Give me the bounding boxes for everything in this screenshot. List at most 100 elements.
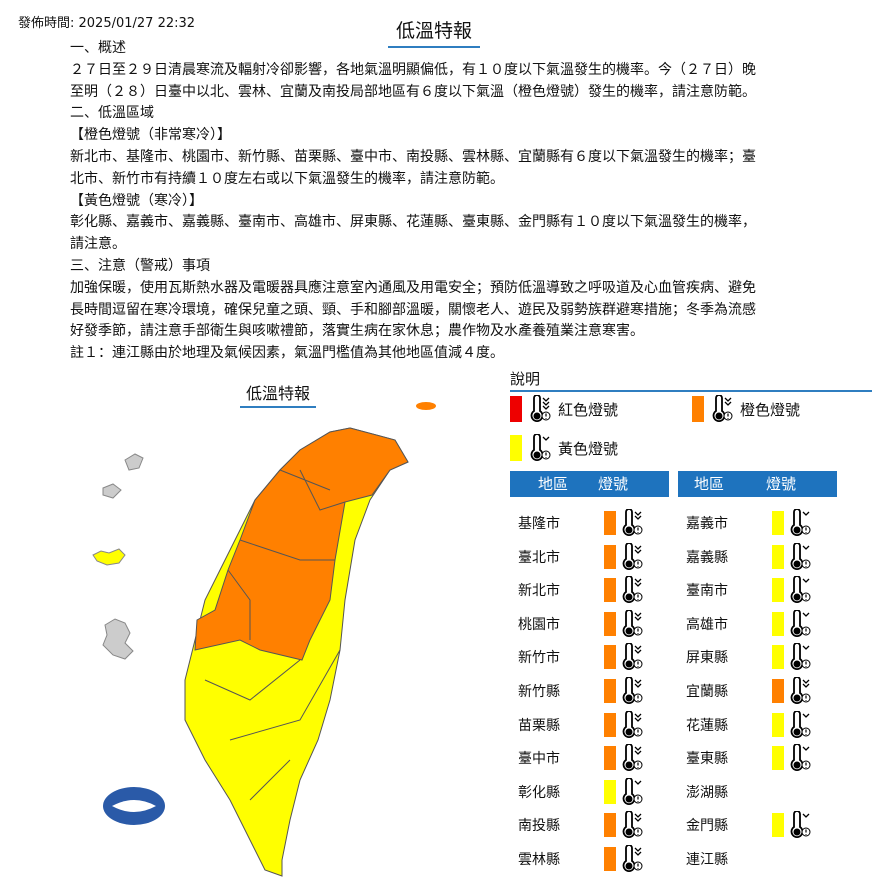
region-name: 嘉義縣 — [686, 549, 728, 566]
thermometer-icon — [790, 811, 811, 839]
region-name: 澎湖縣 — [686, 784, 728, 801]
thermometer-icon — [622, 643, 643, 671]
cwa-logo-mark — [112, 800, 156, 812]
thermometer-icon — [622, 811, 643, 839]
table-header-left: 地區 燈號 — [510, 471, 669, 497]
region-name: 高雄市 — [686, 616, 728, 633]
body-line: 至明（２８）日臺中以北、雲林、宜蘭及南投局部地區有６度以下氣溫（橙色燈號）發生的… — [70, 83, 756, 100]
thermometer-icon — [530, 434, 551, 461]
body-line: 彰化縣、嘉義市、嘉義縣、臺南市、高雄市、屏東縣、花蓮縣、臺東縣、金門縣有１０度以… — [70, 214, 756, 231]
thermometer-icon — [790, 710, 811, 738]
signal-swatch — [772, 813, 784, 838]
table-row: 新竹市 — [510, 642, 644, 672]
thermometer-icon — [790, 509, 811, 536]
publish-time: 發佈時間: 2025/01/27 22:32 — [18, 16, 196, 31]
table-row: 基隆市 — [510, 508, 644, 538]
region-name: 南投縣 — [518, 818, 560, 835]
table-row: 嘉義縣 — [678, 542, 812, 572]
legend: 說明 — [510, 368, 872, 392]
region-name: 彰化縣 — [518, 784, 560, 801]
body-line: 新北市、基隆市、桃園市、新竹縣、苗栗縣、臺中市、南投縣、雲林縣、宜蘭縣有６度以下… — [70, 148, 756, 165]
thermometer-icon — [622, 609, 643, 637]
signal-swatch — [604, 847, 616, 871]
legend-item: 黃色燈號 — [510, 434, 618, 462]
region-name: 桃園市 — [518, 616, 560, 633]
legend-swatch — [692, 396, 704, 422]
thermometer-icon — [790, 677, 811, 704]
table-row: 新竹縣 — [510, 676, 644, 706]
body-line: 二、低溫區域 — [70, 105, 154, 122]
signal-swatch — [604, 779, 616, 804]
region-name: 新竹縣 — [518, 684, 560, 700]
page-title: 低溫特報 — [388, 16, 481, 48]
table-row: 屏東縣 — [678, 642, 812, 672]
body-line: 好發季節，請注意手部衛生與咳嗽禮節，落實生病在家休息；農作物及水產養殖業注意寒害… — [70, 323, 644, 340]
table-row: 南投縣 — [510, 810, 644, 840]
signal-swatch — [604, 578, 616, 603]
region-name: 苗栗縣 — [518, 717, 560, 734]
map-matsu — [416, 402, 436, 410]
body-line: 【黃色燈號（寒冷）】 — [70, 192, 203, 209]
thermometer-icon — [790, 643, 811, 671]
table-row: 連江縣 — [678, 844, 772, 874]
thermometer-icon — [790, 542, 811, 570]
table-row: 嘉義市 — [678, 508, 812, 538]
signal-swatch — [772, 611, 784, 636]
body-line: ２７日至２９日清晨寒流及輻射冷卻影響，各地氣溫明顯偏低，有１０度以下氣溫發生的機… — [70, 61, 756, 78]
region-name: 臺北市 — [518, 549, 560, 566]
table-row: 彰化縣 — [510, 777, 644, 807]
body-line: 三、注意（警戒）事項 — [70, 257, 210, 274]
header-signal: 燈號 — [766, 475, 797, 493]
signal-swatch — [604, 511, 616, 535]
signal-swatch — [772, 578, 784, 603]
taiwan-map — [92, 402, 436, 877]
body-line: 請注意。 — [70, 236, 126, 253]
legend-label: 紅色燈號 — [558, 400, 619, 419]
signal-swatch — [604, 645, 616, 670]
table-row: 桃園市 — [510, 609, 644, 639]
region-name: 宜蘭縣 — [686, 684, 728, 700]
signal-swatch — [604, 746, 616, 771]
region-name: 新北市 — [518, 583, 560, 600]
header-signal: 燈號 — [598, 475, 629, 493]
thermometer-icon — [622, 509, 643, 536]
table-row: 臺北市 — [510, 542, 644, 572]
thermometer-icon — [622, 710, 643, 738]
legend-label: 橙色燈號 — [740, 400, 801, 419]
body-line: 註１：連江縣由於地理及氣候因素，氣溫門檻值為其他地區值減４度。 — [70, 345, 504, 362]
table-row: 宜蘭縣 — [678, 676, 812, 706]
table-row: 苗栗縣 — [510, 710, 644, 740]
legend-item: 紅色燈號 — [510, 395, 618, 423]
thermometer-icon — [622, 777, 643, 805]
region-name: 屏東縣 — [686, 650, 728, 667]
bulletin-body: 一、概述 ２７日至２９日清晨寒流及輻射冷卻影響，各地氣溫明顯偏低，有１０度以下氣溫… — [70, 38, 810, 365]
legend-swatch — [510, 396, 522, 422]
signal-swatch — [772, 544, 784, 569]
region-name: 連江縣 — [686, 852, 728, 868]
signal-swatch — [604, 813, 616, 838]
thermometer-icon — [790, 744, 811, 772]
signal-swatch — [772, 511, 784, 535]
signal-swatch — [604, 712, 616, 737]
signal-swatch — [772, 712, 784, 737]
legend-swatch — [510, 435, 522, 461]
signal-swatch — [604, 544, 616, 569]
legend-label: 黃色燈號 — [558, 439, 619, 458]
thermometer-icon — [622, 576, 643, 604]
map-penghu — [102, 618, 134, 660]
thermometer-icon — [622, 542, 643, 570]
table-row: 新北市 — [510, 575, 644, 605]
region-name: 雲林縣 — [518, 852, 560, 868]
region-name: 臺東縣 — [686, 751, 728, 768]
table-row: 金門縣 — [678, 810, 812, 840]
region-name: 基隆市 — [518, 516, 560, 532]
table-row: 高雄市 — [678, 609, 812, 639]
region-name: 嘉義市 — [686, 516, 728, 532]
table-row: 雲林縣 — [510, 844, 644, 874]
signal-swatch — [772, 679, 784, 703]
map-orange-region — [194, 427, 409, 661]
header-region: 地區 — [694, 475, 725, 493]
thermometer-icon — [712, 395, 733, 422]
body-line: 加強保暖，使用瓦斯熱水器及電暖器具應注意室內通風及用電安全；預防低溫導致之呼吸道… — [70, 279, 756, 296]
legend-heading: 說明 — [510, 368, 872, 392]
